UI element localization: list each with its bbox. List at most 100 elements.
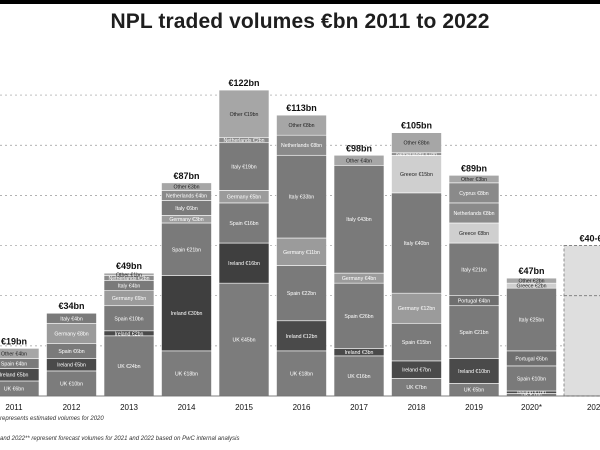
category-label: 2020* [521,403,542,410]
total-label: €40-60bn [579,234,600,244]
bar-segment [161,275,212,352]
segment-label: Other €3bn [461,177,487,183]
bar-segment [333,282,385,349]
segment-label: Ireland €5bn [57,363,86,369]
bar-segment [391,132,442,154]
segment-label: Spain €21bn [459,330,488,336]
segment-label: UK €18bn [290,371,313,377]
bar-segment [276,114,327,136]
segment-label: Spain €16bn [229,221,258,227]
total-label: €87bn [173,171,199,181]
segment-label: Italy €21bn [461,267,486,273]
chart-canvas: UK €6bn Ireland €5bn Spain €4bn Other €4bn €… [0,78,600,410]
segment-label: Italy €4bn [60,316,83,322]
segment-label: Netherlands €2bn [224,138,265,144]
segment-label: Greece €15bn [400,172,433,178]
bar-segment [161,350,212,397]
segment-label: Italy €40bn [404,241,429,247]
segment-label: Netherlands €2bn [109,276,150,282]
bar-segment [218,242,270,284]
segment-label: UK €7bn [406,385,426,391]
bar-segment [161,182,212,191]
total-label: €98bn [346,143,372,153]
bar-segment [276,237,327,266]
segment-label: Spain €10bn [517,376,546,382]
footnote-forecast: and 2022** represent forecast volumes fo… [0,436,240,442]
bar-2019: UK €5bn Ireland €10bn Spain €21bn Portugal … [448,163,500,410]
category-label: 2014 [178,403,196,410]
bar-2014: UK €18bn Ireland €30bn Spain €21bn Germany … [161,171,212,410]
segment-label: UK €5bn [464,388,484,394]
top-border [0,0,600,4]
category-label: 2021** [587,403,600,410]
segment-label: Ireland €5bn [0,373,29,379]
bar-segment [333,355,385,397]
segment-label: Germany €8bn [54,331,88,337]
segment-label: Other €3bn [174,185,200,191]
segment-label: Netherlands €8bn [454,211,495,217]
bar-segment [391,292,442,324]
segment-label: Germany €6bn [112,296,146,302]
bar-segment [333,154,385,166]
segment-label: Ireland €3bn [345,350,374,356]
segment-label: Ireland €16bn [228,261,260,267]
segment-label: UK €16bn [347,374,370,380]
segment-label: Greece €2bn [517,284,547,290]
segment-label: Italy €25bn [519,318,544,324]
category-label: 2013 [120,403,138,410]
segment-label: Germany €11bn [283,250,320,256]
bar-segment [276,350,327,397]
total-label: €19bn [1,336,27,346]
bar-2016: UK €18bn Ireland €12bn Spain €22bn Germany … [276,103,327,410]
segment-label: Other €1bn [116,272,142,278]
segment-label: Other €2bn [519,279,545,285]
category-label: 2018 [408,403,426,410]
segment-label: Ireland €2bn [115,331,144,337]
bar-2018: UK €7bn Ireland €7bn Spain €15bn Germany €1… [391,121,442,410]
segment-label: Other €19bn [230,112,259,118]
bar-2021**: €40-60bn 2021** [563,234,600,410]
bar-segment [391,192,442,294]
segment-label: Spain €26bn [344,314,373,320]
category-label: 2015 [235,403,253,410]
segment-label: Other €8bn [289,123,315,129]
total-label: €47bn [518,266,544,276]
segment-label: Netherlands €1bn [396,152,437,158]
bar-segment [391,322,442,362]
segment-label: UK €24bn [117,364,140,370]
total-label: €49bn [116,261,142,271]
total-label: €105bn [401,121,432,131]
segment-label: Spain €10bn [114,316,143,322]
total-label: €34bn [58,301,84,311]
bar-segment [0,348,40,359]
segment-label: Italy €4bn [118,284,141,290]
segment-label: Germany €5bn [227,195,261,201]
bar-segment [391,154,442,194]
category-label: 2012 [63,403,81,410]
bar-segment [506,287,557,352]
forecast-range-bar [563,245,600,397]
category-label: 2016 [293,403,311,410]
segment-label: Ireland €30bn [171,311,203,317]
bar-segment [448,175,500,184]
bar-segment [506,365,557,392]
bar-2012: UK €10bn Ireland €5bn Spain €6bn Germany €8… [46,301,97,410]
segment-label: UK €18bn [175,371,198,377]
bar-segment [218,142,270,191]
segment-label: Italy €6bn [175,206,198,212]
segment-label: UK €45bn [232,338,255,344]
bar-segment [103,335,155,397]
bar-segment [218,202,270,244]
bar-segment [103,272,155,276]
bar-segment [218,89,270,139]
segment-label: Germany €12bn [398,306,435,312]
segment-label: UK €6bn [4,386,24,392]
footnote-estimate: represents estimated volumes for 2020 [0,416,104,422]
segment-label: Other €8bn [404,141,430,147]
segment-label: Ireland €7bn [402,368,431,374]
segment-label: Spain €4bn [1,361,27,367]
segment-label: Portugal €4bn [458,299,490,305]
segment-label: Italy €19bn [231,165,256,171]
bar-segment [46,312,97,324]
segment-label: Germany €3bn [169,217,203,223]
